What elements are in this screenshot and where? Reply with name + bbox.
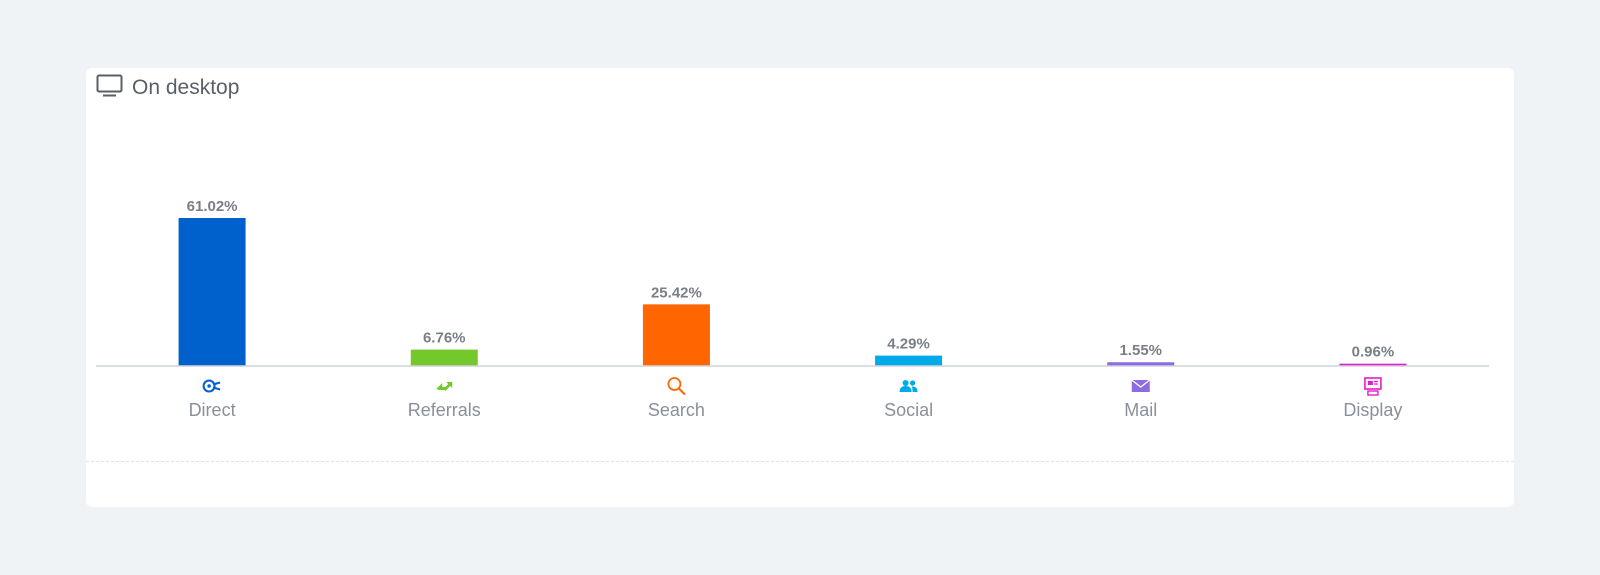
bar-referrals [410,349,478,366]
mail-icon [1131,379,1151,392]
category-label-social: Social [884,400,933,420]
value-label-search: 25.42% [651,284,702,301]
display-icon [1364,377,1382,396]
category-label-direct: Direct [189,400,236,420]
card-header: On desktop [96,74,239,102]
traffic-bar-chart: 61.02% Direct 6.76% Referrals 25.42% Search 4.… [96,198,1489,420]
card-title: On desktop [132,76,240,99]
category-label-search: Search [648,400,705,420]
category-label-mail: Mail [1124,400,1157,420]
value-label-social: 4.29% [887,336,930,353]
value-label-mail: 1.55% [1119,342,1162,359]
bar-search [642,304,710,366]
social-icon [899,380,918,392]
referrals-icon [436,382,453,391]
bar-display [1339,363,1407,366]
bar-direct [178,218,246,366]
traffic-sources-card: On desktop 61.02% Direct 6.76% Referrals 25.… [86,68,1514,507]
category-label-display: Display [1343,400,1402,420]
value-label-referrals: 6.76% [423,330,466,347]
desktop-icon [96,74,123,103]
bar-social [875,355,943,366]
search-icon [667,377,686,395]
value-label-direct: 61.02% [187,198,238,215]
category-label-referrals: Referrals [408,400,481,420]
value-label-display: 0.96% [1352,344,1395,361]
divider [86,461,1514,462]
direct-icon [202,379,221,393]
bar-mail [1107,362,1175,366]
